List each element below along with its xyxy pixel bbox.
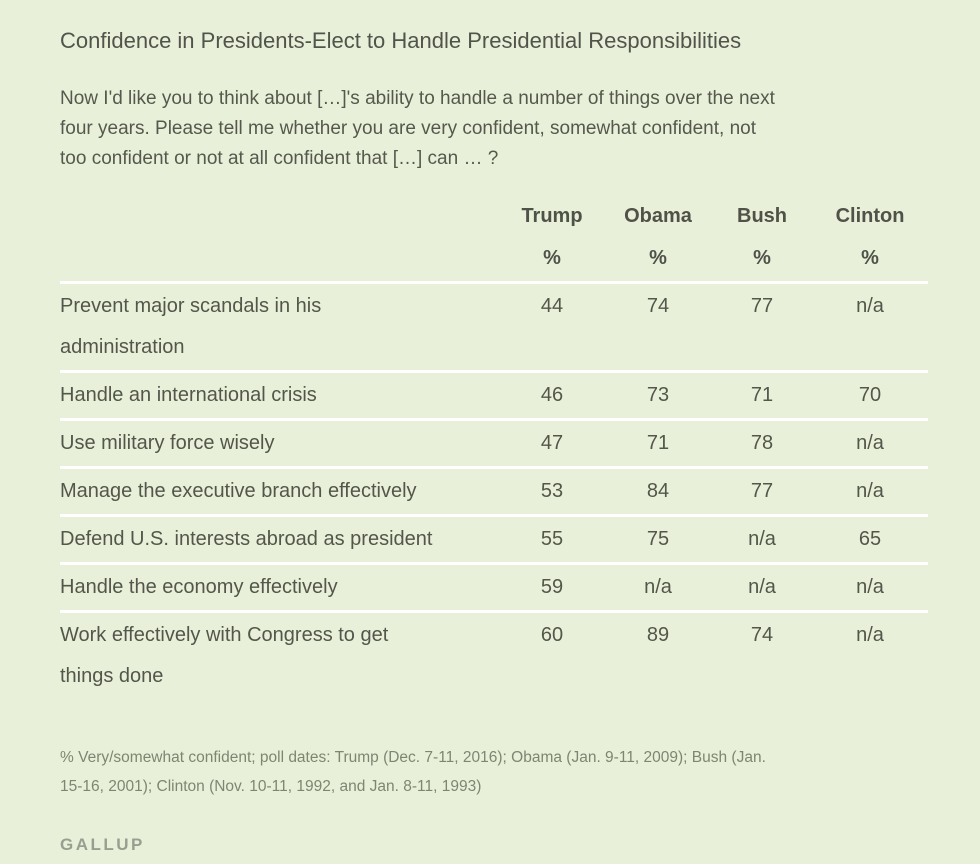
cell-value-clinton: 65 [858,528,882,550]
gallup-logo: GALLUP [60,835,145,854]
row-label: Manage the executive branch effectively [60,480,417,502]
cell-value-trump: 47 [540,432,564,454]
table-row: Manage the executive branch effectively … [60,469,928,517]
column-unit-label: % [861,247,879,269]
survey-question-text: Now I'd like you to think about […]'s ab… [60,88,775,169]
cell-value-trump: 46 [540,384,564,406]
cell-value-trump: 55 [540,528,564,550]
row-label: Prevent major scandals in his administra… [60,295,322,358]
cell-value-obama: 89 [646,624,670,646]
cell-value-bush: 78 [750,432,774,454]
column-header-label: Clinton [835,205,905,227]
table-row: Use military force wisely 47 71 78 n/a [60,421,928,469]
cell-value-obama: 75 [646,528,670,550]
column-header-label: Bush [737,205,787,227]
column-header-bush: Bush % [712,204,812,270]
table-body: Prevent major scandals in his administra… [60,284,928,699]
table-row: Handle an international crisis 46 73 71 … [60,373,928,421]
column-unit-label: % [753,247,771,269]
cell-value-bush: 77 [750,480,774,502]
cell-value-bush: 71 [750,384,774,406]
row-label: Handle an international crisis [60,384,317,406]
row-label: Handle the economy effectively [60,576,338,598]
column-unit-label: % [543,247,561,269]
column-header-obama: Obama % [604,204,712,270]
table-row: Work effectively with Congress to get th… [60,613,928,699]
cell-value-clinton: n/a [856,295,884,317]
cell-value-clinton: n/a [856,432,884,454]
cell-value-trump: 60 [540,624,564,646]
table-header-row: Trump % Obama % Bush % Clinton % [60,204,928,284]
column-header-trump: Trump % [500,204,604,270]
cell-value-bush: 77 [750,295,774,317]
cell-value-clinton: n/a [856,480,884,502]
table-row: Defend U.S. interests abroad as presiden… [60,517,928,565]
page-title: Confidence in Presidents-Elect to Handle… [60,28,742,53]
cell-value-trump: 59 [540,576,564,598]
cell-value-clinton: 70 [858,384,882,406]
cell-value-clinton: n/a [856,624,884,646]
footnote-text: % Very/somewhat confident; poll dates: T… [60,749,766,795]
confidence-table: Trump % Obama % Bush % Clinton % Prevent… [60,204,928,699]
cell-value-bush: n/a [748,576,776,598]
row-label: Work effectively with Congress to get th… [60,624,389,687]
cell-value-obama: 71 [646,432,670,454]
row-label: Defend U.S. interests abroad as presiden… [60,528,433,550]
table-row: Handle the economy effectively 59 n/a n/… [60,565,928,613]
cell-value-trump: 53 [540,480,564,502]
column-header-label: Obama [624,205,692,227]
column-unit-label: % [649,247,667,269]
row-label: Use military force wisely [60,432,275,454]
table-row: Prevent major scandals in his administra… [60,284,928,373]
cell-value-obama: 74 [646,295,670,317]
cell-value-obama: 73 [646,384,670,406]
cell-value-bush: n/a [748,528,776,550]
cell-value-obama: n/a [644,576,672,598]
column-header-clinton: Clinton % [812,204,928,270]
cell-value-obama: 84 [646,480,670,502]
cell-value-clinton: n/a [856,576,884,598]
cell-value-bush: 74 [750,624,774,646]
column-header-label: Trump [521,205,583,227]
cell-value-trump: 44 [540,295,564,317]
header-spacer [60,204,500,270]
